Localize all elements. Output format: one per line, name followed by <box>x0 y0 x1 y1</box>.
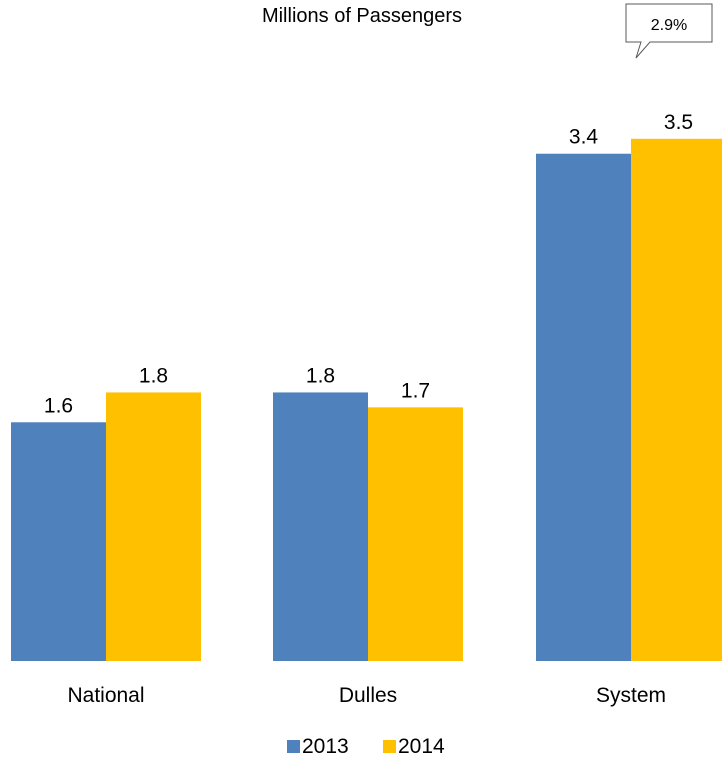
data-label-system-2014: 3.5 <box>664 111 693 134</box>
category-labels-layer: National Dulles System <box>67 684 666 707</box>
value-labels-layer: 1.6 1.8 1.8 1.7 3.4 3.5 <box>44 111 693 417</box>
data-label-dulles-2013: 1.8 <box>306 364 335 387</box>
legend-swatch-2014 <box>383 740 396 753</box>
category-label-system: System <box>596 684 666 707</box>
data-label-national-2014: 1.8 <box>139 364 168 387</box>
legend-swatch-2013 <box>287 740 300 753</box>
category-label-national: National <box>67 684 144 707</box>
callout-text: 2.9% <box>651 17 687 34</box>
chart-title: Millions of Passengers <box>262 5 462 27</box>
bar-system-2014 <box>631 138 722 662</box>
legend: 2013 2014 <box>287 735 445 758</box>
bar-dulles-2013 <box>273 392 368 661</box>
data-label-national-2013: 1.6 <box>44 394 73 417</box>
bars-layer <box>11 138 722 662</box>
callout-box <box>625 3 713 59</box>
data-label-system-2013: 3.4 <box>569 126 599 149</box>
bar-dulles-2014 <box>368 407 463 661</box>
category-label-dulles: Dulles <box>339 684 397 707</box>
bar-national-2014 <box>106 392 201 661</box>
legend-label-2014: 2014 <box>398 735 445 758</box>
bar-system-2013 <box>536 153 631 661</box>
data-label-dulles-2014: 1.7 <box>401 379 430 402</box>
legend-label-2013: 2013 <box>302 735 349 758</box>
growth-callout: 2.9% <box>625 3 713 59</box>
bar-national-2013 <box>11 422 106 661</box>
